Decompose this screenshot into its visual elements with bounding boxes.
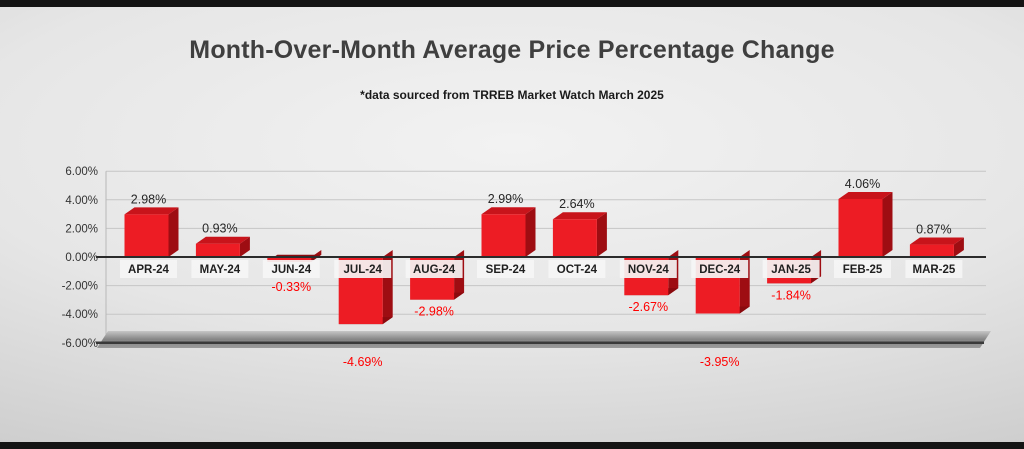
value-label: -3.95% <box>700 355 740 369</box>
bar-front <box>909 244 954 257</box>
category-label-box <box>405 260 463 278</box>
bar-side <box>953 237 964 257</box>
category-label-box <box>262 260 320 278</box>
category-label-box <box>477 260 534 278</box>
bar-side <box>525 207 536 257</box>
bar-top <box>481 207 536 215</box>
category-label-box <box>120 260 177 278</box>
bar-front <box>838 198 883 257</box>
value-label: 2.98% <box>131 192 166 206</box>
bar-top <box>909 237 964 245</box>
chart-subtitle: *data sourced from TRREB Market Watch Ma… <box>360 88 664 102</box>
category-label: FEB-25 <box>843 264 883 276</box>
category-label-box <box>334 260 392 278</box>
value-label: -2.98% <box>414 305 454 319</box>
bar-front <box>481 214 526 257</box>
category-label: NOV-24 <box>628 264 670 276</box>
y-tick-label: 2.00% <box>65 223 98 235</box>
bar-front <box>124 214 169 257</box>
category-label-box <box>834 260 891 278</box>
value-label: 4.06% <box>845 177 880 191</box>
value-label: 0.93% <box>202 222 237 236</box>
bar-side <box>739 250 750 314</box>
category-label: AUG-24 <box>413 264 456 276</box>
category-label-box <box>762 260 820 278</box>
chart-floor <box>97 331 991 348</box>
category-label-box <box>548 260 606 278</box>
category-label: MAR-25 <box>912 264 955 276</box>
y-tick-label: 4.00% <box>65 195 98 207</box>
category-label: JUN-24 <box>271 264 311 276</box>
bar-front <box>195 243 240 257</box>
chart-title: Month-Over-Month Average Price Percentag… <box>189 36 835 64</box>
bar-top <box>838 191 893 199</box>
bar-top <box>195 236 250 244</box>
bar-top <box>124 207 179 215</box>
category-label: DEC-24 <box>699 264 741 276</box>
category-label: OCT-24 <box>557 264 598 276</box>
category-label: APR-24 <box>128 264 170 276</box>
value-label: -2.67% <box>628 300 668 314</box>
value-label: 0.87% <box>916 223 951 237</box>
y-tick-label: -6.00% <box>62 338 98 350</box>
value-label: 2.64% <box>559 197 594 211</box>
category-label: SEP-24 <box>486 264 526 276</box>
y-tick-label: -4.00% <box>62 309 98 321</box>
category-label-box <box>905 260 963 278</box>
top-edge <box>0 0 1024 7</box>
category-label-box <box>619 260 677 278</box>
y-tick-label: 0.00% <box>65 252 98 264</box>
value-label: 2.99% <box>488 192 523 206</box>
bar-side <box>168 207 179 257</box>
bar-top <box>552 212 607 220</box>
category-label: JUL-24 <box>344 264 383 276</box>
category-label-box <box>191 260 249 278</box>
y-tick-label: 6.00% <box>65 166 98 178</box>
bar-side <box>882 191 893 257</box>
y-tick-label: -2.00% <box>62 281 98 293</box>
value-label: -0.33% <box>271 280 311 294</box>
bar-front <box>267 257 312 262</box>
bottom-edge <box>0 442 1024 449</box>
value-label: -1.84% <box>771 288 811 302</box>
value-label: -4.69% <box>343 355 383 369</box>
bar-front <box>552 219 597 257</box>
category-label: JAN-25 <box>771 264 811 276</box>
category-label: MAY-24 <box>200 264 241 276</box>
category-label-box <box>691 260 749 278</box>
bar-side <box>239 236 250 257</box>
bar-side <box>596 212 607 257</box>
